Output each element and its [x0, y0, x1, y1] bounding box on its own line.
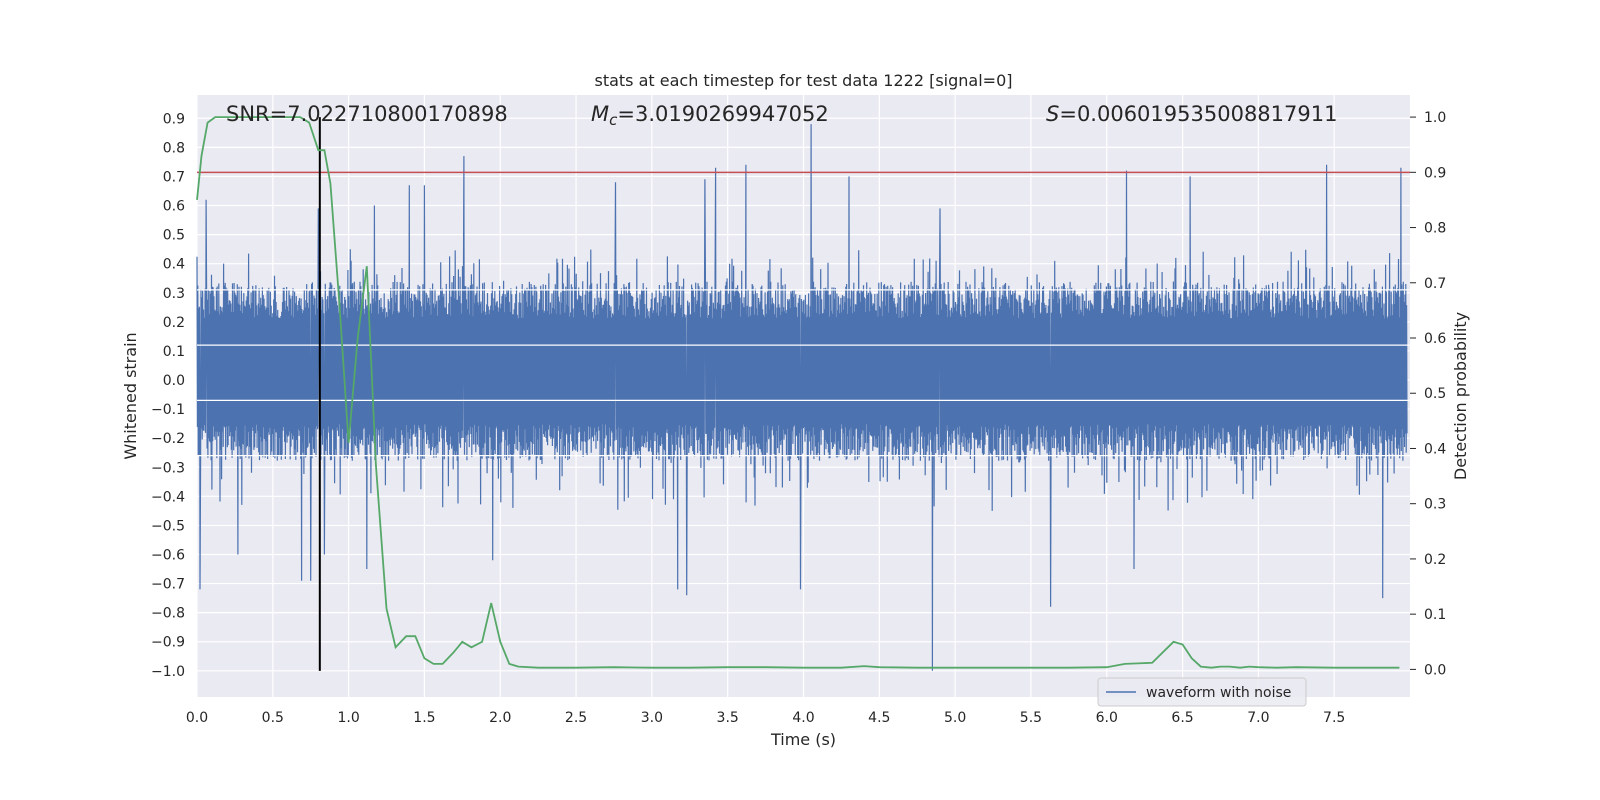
x-tick-label: 0.5: [262, 710, 284, 726]
y-tick-label-right: 0.4: [1424, 441, 1446, 457]
y-tick-label-left: 0.5: [163, 228, 185, 244]
y-tick-label-left: 0.7: [163, 169, 185, 185]
y-tick-label-left: 0.4: [163, 257, 185, 273]
y-tick-label-left: −0.7: [151, 577, 185, 593]
waveform-series: [196, 124, 1410, 671]
y-tick-label-left: −0.8: [151, 606, 185, 622]
y-tick-label-right: 1.0: [1424, 110, 1446, 126]
y-tick-label-left: −0.9: [151, 635, 185, 651]
y-tick-label-left: −0.3: [151, 460, 185, 476]
x-tick-label: 0.0: [186, 710, 208, 726]
x-tick-label: 4.0: [792, 710, 814, 726]
x-tick-label: 4.5: [868, 710, 890, 726]
s-annotation: S=0.006019535008817911: [1046, 102, 1337, 126]
left-axis-ticks: 0.9 0.8 0.7 0.6 0.5 0.4 0.3 0.2 0.1 0.0 −0.1 −0.2 −0…: [151, 111, 185, 680]
snr-annotation: SNR=7.022710800170898: [226, 102, 508, 126]
y-tick-label-left: 0.0: [163, 373, 185, 389]
legend: waveform with noise: [1097, 677, 1307, 707]
chirp-mass-symbol: M: [591, 102, 609, 126]
chart-title: stats at each timestep for test data 122…: [594, 71, 1012, 90]
y-tick-label-right: 0.8: [1424, 221, 1446, 237]
legend-label: waveform with noise: [1146, 685, 1291, 701]
y-tick-label-left: 0.8: [163, 140, 185, 156]
chirp-mass-value: =3.0190269947052: [617, 102, 828, 126]
x-tick-label: 1.5: [413, 710, 435, 726]
y-tick-label-right: 0.1: [1424, 607, 1446, 623]
y-tick-label-right: 0.6: [1424, 331, 1446, 347]
x-tick-label: 1.0: [337, 710, 359, 726]
y-axis-label-left: Whitened strain: [121, 332, 140, 459]
y-tick-label-right: 0.0: [1424, 662, 1446, 678]
x-axis-label: Time (s): [770, 730, 836, 749]
x-tick-label: 6.5: [1171, 710, 1193, 726]
x-tick-label: 3.0: [641, 710, 663, 726]
waveform-line: [196, 124, 1408, 671]
y-tick-label-left: 0.1: [163, 344, 185, 360]
x-tick-label: 6.0: [1096, 710, 1118, 726]
probability-line: [196, 116, 1400, 669]
x-tick-label: 7.5: [1323, 710, 1345, 726]
right-axis-ticks: 1.0 0.9 0.8 0.7 0.6 0.5 0.4 0.3 0.2 0.1 0.0: [1410, 110, 1446, 678]
s-value: =0.006019535008817911: [1059, 102, 1337, 126]
y-tick-label-right: 0.2: [1424, 552, 1446, 568]
x-axis-ticks: 0.0 0.5 1.0 1.5 2.0 2.5 3.0 3.5 4.0 4.5 5.0 5.5 6.0 6…: [186, 710, 1345, 726]
s-symbol: S: [1046, 102, 1059, 126]
y-tick-label-right: 0.9: [1424, 165, 1446, 181]
y-tick-label-right: 0.3: [1424, 497, 1446, 513]
x-tick-label: 3.5: [717, 710, 739, 726]
y-tick-label-left: 0.2: [163, 315, 185, 331]
legend-box: [1097, 677, 1307, 707]
chirp-mass-subscript: c: [609, 111, 618, 129]
y-tick-label-left: 0.6: [163, 199, 185, 215]
x-tick-label: 5.0: [944, 710, 966, 726]
y-tick-label-left: −0.5: [151, 518, 185, 534]
x-tick-label: 7.0: [1247, 710, 1269, 726]
y-tick-label-left: −0.4: [151, 489, 185, 505]
y-axis-label-right: Detection probability: [1451, 312, 1470, 480]
y-tick-label-left: −1.0: [151, 664, 185, 680]
y-tick-label-right: 0.5: [1424, 386, 1446, 402]
x-tick-label: 2.0: [489, 710, 511, 726]
y-tick-label-left: −0.2: [151, 431, 185, 447]
y-tick-label-left: −0.6: [151, 547, 185, 563]
y-tick-label-left: −0.1: [151, 402, 185, 418]
overlay-lines: [196, 116, 1410, 671]
x-tick-label: 5.5: [1020, 710, 1042, 726]
y-tick-label-right: 0.7: [1424, 276, 1446, 292]
chirp-mass-annotation: Mc=3.0190269947052: [591, 102, 829, 129]
x-tick-label: 2.5: [565, 710, 587, 726]
y-tick-label-left: 0.9: [163, 111, 185, 127]
y-tick-label-left: 0.3: [163, 286, 185, 302]
